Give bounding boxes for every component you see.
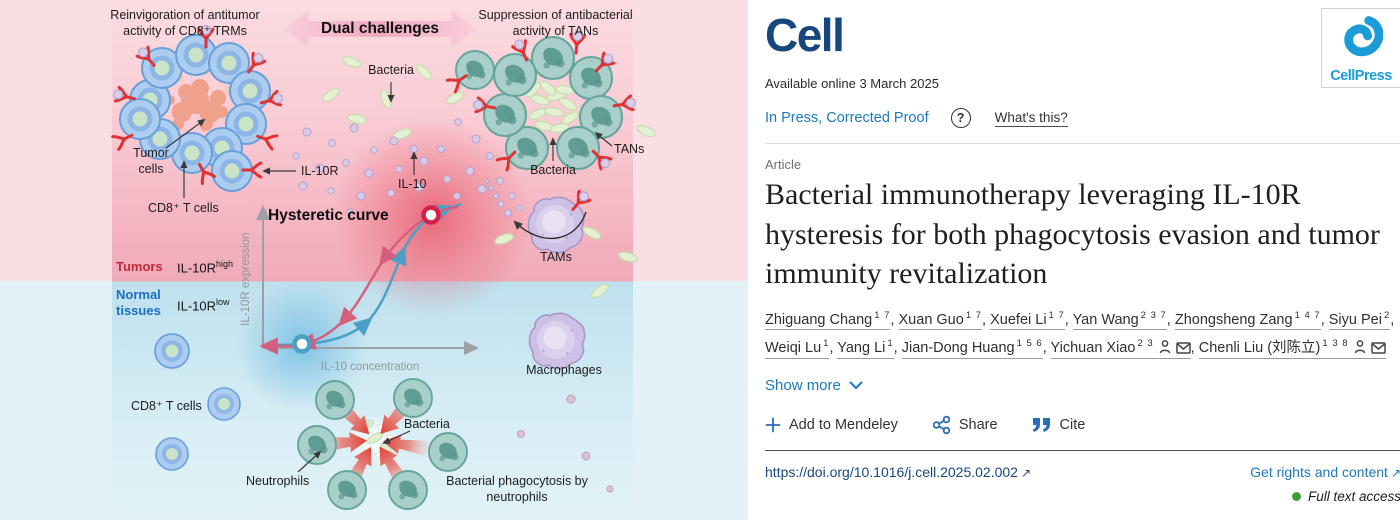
author[interactable]: Zhiguang Chang 1 7 xyxy=(765,310,899,331)
label-bacteria-tan: Bacteria xyxy=(530,163,576,177)
whats-this-link[interactable]: What's this? xyxy=(994,109,1068,127)
in-press-link[interactable]: In Press, Corrected Proof xyxy=(765,110,929,126)
cite-quote-icon xyxy=(1032,418,1050,433)
legend-il10r-low: IL-10Rlow xyxy=(177,297,230,315)
il10r-high-base: IL-10R xyxy=(177,260,217,276)
cellpress-logo[interactable]: CellPress xyxy=(1321,8,1400,88)
caption-reinvigoration: Reinvigoration of antitumor activity of … xyxy=(110,8,260,38)
external-link-icon: ↗ xyxy=(1020,466,1032,481)
add-to-mendeley-label: Add to Mendeley xyxy=(789,417,898,434)
plot-y-axis-label: IL-10R expression xyxy=(239,232,252,326)
share-icon xyxy=(932,416,951,435)
article-panel: Cell CellPress Available online 3 March … xyxy=(748,0,1400,520)
journal-logo[interactable]: Cell xyxy=(765,9,845,61)
show-more-button[interactable]: Show more xyxy=(765,377,863,394)
author[interactable]: Yang Li 1 xyxy=(837,338,902,359)
header-divider xyxy=(765,143,1400,144)
leader-lines xyxy=(165,82,613,473)
article-type: Article xyxy=(765,157,802,172)
available-online-date: Available online 3 March 2025 xyxy=(765,76,939,91)
label-phagocytosis: Bacterial phagocytosis by neutrophils xyxy=(446,474,588,504)
label-neutrophils: Neutrophils xyxy=(246,474,310,488)
author-corresponding[interactable]: Chenli Liu (刘陈立) 1 3 8 xyxy=(1198,338,1386,359)
show-more-label: Show more xyxy=(765,377,841,395)
il10r-low-sup: low xyxy=(216,297,230,307)
profile-icon xyxy=(1159,336,1171,364)
normal-state-marker xyxy=(292,334,312,354)
il10r-low-base: IL-10R xyxy=(177,298,217,314)
action-bar: Add to Mendeley Share Cite xyxy=(765,415,1400,435)
graphical-abstract[interactable]: Reinvigoration of antitumor activity of … xyxy=(0,0,748,520)
article-title: Bacterial immunotherapy leveraging IL-10… xyxy=(765,178,1380,291)
section-divider xyxy=(765,450,1400,452)
in-press-row: In Press, Corrected Proof ? What's this? xyxy=(765,108,1400,128)
hysteresis-plot xyxy=(256,202,479,355)
macrophage-cell xyxy=(528,312,586,370)
label-tams: TAMs xyxy=(540,250,572,264)
label-bacteria-top: Bacteria xyxy=(368,63,414,77)
cite-label: Cite xyxy=(1059,417,1086,434)
share-button[interactable]: Share xyxy=(932,415,998,435)
cellpress-logo-swirl-icon xyxy=(1344,16,1383,57)
cellpress-logo-text: CellPress xyxy=(1330,68,1392,84)
label-cd8-top: CD8⁺ T cells xyxy=(148,201,219,215)
caption-suppression: Suppression of antibacterial activity of… xyxy=(478,8,633,38)
label-macrophages: Macrophages xyxy=(526,363,602,377)
doi-row: https://doi.org/10.1016/j.cell.2025.02.0… xyxy=(765,464,1400,480)
abstract-illustration xyxy=(111,0,657,510)
email-icon xyxy=(1370,336,1386,364)
plot-x-axis-label: IL-10 concentration xyxy=(320,361,420,373)
profile-icon xyxy=(1354,336,1366,364)
add-to-mendeley-button[interactable]: Add to Mendeley xyxy=(765,417,898,433)
label-bacteria-bottom: Bacteria xyxy=(404,417,450,431)
author[interactable]: Siyu Pei 2 xyxy=(1328,310,1394,331)
cite-button[interactable]: Cite xyxy=(1032,417,1086,434)
email-icon xyxy=(1175,336,1191,364)
legend-tumors: Tumors xyxy=(116,259,163,274)
tumor-cell-cluster xyxy=(111,26,284,192)
author[interactable]: Yan Wang 2 3 7 xyxy=(1072,310,1175,331)
label-il10r: IL-10R xyxy=(301,164,339,178)
green-dot-icon xyxy=(1291,492,1301,502)
plot-title: Hysteretic curve xyxy=(268,207,389,224)
doi-link[interactable]: https://doi.org/10.1016/j.cell.2025.02.0… xyxy=(765,464,1032,481)
legend-normal-tissues: Normal tissues xyxy=(116,287,161,319)
author-corresponding[interactable]: Yichuan Xiao 2 3 xyxy=(1050,338,1199,359)
il10r-high-sup: high xyxy=(216,259,234,269)
author[interactable]: Weiqi Lu 1 xyxy=(765,338,837,359)
access-status: Full text access xyxy=(765,489,1400,504)
dual-challenges-label: Dual challenges xyxy=(320,20,439,37)
label-tumor-cells: Tumor cells xyxy=(133,146,169,176)
neutrophil-ring xyxy=(297,378,468,510)
chevron-down-icon xyxy=(849,381,863,390)
question-circle-icon[interactable]: ? xyxy=(950,108,971,128)
share-label: Share xyxy=(958,417,998,434)
rights-and-content-link[interactable]: Get rights and content ↗ xyxy=(1250,464,1400,481)
label-tans: TANs xyxy=(614,142,645,156)
label-cd8-bottom: CD8⁺ T cells xyxy=(131,399,202,413)
label-il10: IL-10 xyxy=(398,177,427,191)
external-link-icon: ↗ xyxy=(1390,466,1400,481)
author[interactable]: Zhongsheng Zang 1 4 7 xyxy=(1174,310,1329,331)
author[interactable]: Jian-Dong Huang 1 5 6 xyxy=(901,338,1051,359)
tam-cell xyxy=(484,178,592,254)
plus-icon xyxy=(765,417,781,433)
legend-il10r-high: IL-10Rhigh xyxy=(177,259,233,277)
scattered-dots xyxy=(517,394,614,493)
tumor-state-marker xyxy=(421,205,441,225)
author[interactable]: Xuan Guo 1 7 xyxy=(898,310,990,331)
author[interactable]: Xuefei Li 1 7 xyxy=(990,310,1073,331)
access-label: Full text access xyxy=(1307,489,1400,505)
